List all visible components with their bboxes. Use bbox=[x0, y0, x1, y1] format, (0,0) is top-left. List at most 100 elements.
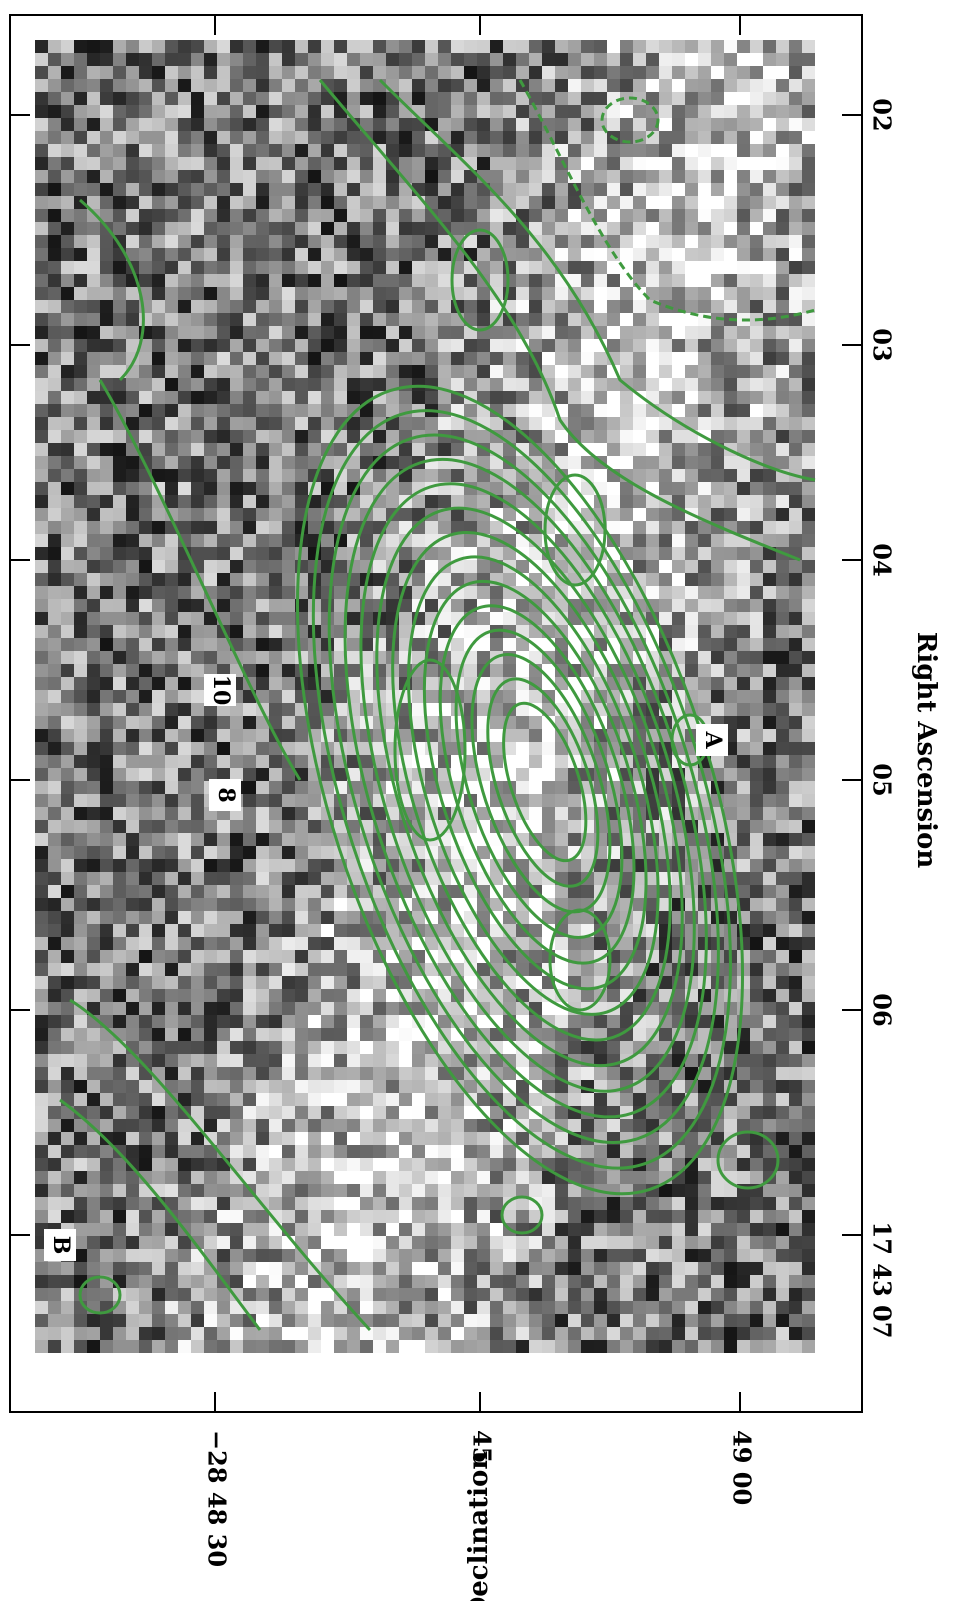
pixel bbox=[295, 872, 308, 885]
pixel bbox=[308, 300, 321, 313]
pixel bbox=[776, 235, 789, 248]
pixel bbox=[113, 326, 126, 339]
pixel bbox=[282, 1054, 295, 1067]
pixel bbox=[295, 40, 308, 53]
pixel bbox=[373, 508, 386, 521]
pixel bbox=[35, 547, 48, 560]
pixel bbox=[399, 157, 412, 170]
pixel bbox=[659, 339, 672, 352]
pixel bbox=[35, 79, 48, 92]
pixel bbox=[360, 196, 373, 209]
pixel bbox=[126, 170, 139, 183]
pixel bbox=[256, 547, 269, 560]
pixel bbox=[737, 1067, 750, 1080]
pixel bbox=[633, 53, 646, 66]
pixel bbox=[282, 339, 295, 352]
pixel bbox=[776, 430, 789, 443]
pixel bbox=[243, 391, 256, 404]
pixel bbox=[126, 820, 139, 833]
pixel bbox=[334, 560, 347, 573]
pixel bbox=[763, 131, 776, 144]
pixel bbox=[542, 859, 555, 872]
pixel bbox=[776, 833, 789, 846]
pixel bbox=[399, 248, 412, 261]
pixel bbox=[100, 170, 113, 183]
pixel bbox=[74, 274, 87, 287]
pixel bbox=[646, 261, 659, 274]
pixel bbox=[282, 118, 295, 131]
pixel bbox=[126, 1015, 139, 1028]
pixel bbox=[230, 391, 243, 404]
pixel bbox=[48, 937, 61, 950]
pixel bbox=[126, 482, 139, 495]
pixel bbox=[74, 729, 87, 742]
pixel bbox=[230, 885, 243, 898]
pixel bbox=[802, 586, 815, 599]
pixel bbox=[321, 1002, 334, 1015]
pixel bbox=[672, 872, 685, 885]
pixel bbox=[724, 612, 737, 625]
pixel bbox=[724, 196, 737, 209]
pixel bbox=[334, 40, 347, 53]
pixel bbox=[503, 66, 516, 79]
pixel bbox=[763, 1002, 776, 1015]
pixel bbox=[35, 625, 48, 638]
pixel bbox=[269, 755, 282, 768]
pixel bbox=[100, 534, 113, 547]
pixel bbox=[542, 313, 555, 326]
pixel bbox=[503, 274, 516, 287]
pixel bbox=[139, 1080, 152, 1093]
pixel bbox=[100, 1106, 113, 1119]
pixel bbox=[711, 547, 724, 560]
pixel bbox=[308, 339, 321, 352]
pixel bbox=[139, 196, 152, 209]
pixel bbox=[256, 287, 269, 300]
pixel bbox=[698, 417, 711, 430]
pixel bbox=[113, 495, 126, 508]
pixel bbox=[451, 183, 464, 196]
pixel bbox=[87, 235, 100, 248]
pixel bbox=[789, 53, 802, 66]
pixel bbox=[451, 222, 464, 235]
pixel bbox=[35, 664, 48, 677]
pixel bbox=[633, 105, 646, 118]
pixel bbox=[711, 287, 724, 300]
pixel bbox=[295, 729, 308, 742]
pixel bbox=[321, 222, 334, 235]
pixel bbox=[295, 911, 308, 924]
pixel bbox=[230, 560, 243, 573]
pixel bbox=[412, 261, 425, 274]
pixel bbox=[360, 443, 373, 456]
pixel bbox=[425, 222, 438, 235]
pixel bbox=[308, 326, 321, 339]
pixel bbox=[750, 196, 763, 209]
pixel bbox=[451, 638, 464, 651]
pixel bbox=[555, 365, 568, 378]
pixel bbox=[620, 157, 633, 170]
pixel bbox=[191, 287, 204, 300]
pixel bbox=[607, 209, 620, 222]
pixel bbox=[165, 378, 178, 391]
pixel bbox=[633, 209, 646, 222]
pixel bbox=[516, 352, 529, 365]
pixel bbox=[178, 1054, 191, 1067]
pixel bbox=[633, 547, 646, 560]
pixel bbox=[789, 729, 802, 742]
pixel bbox=[139, 911, 152, 924]
pixel bbox=[763, 222, 776, 235]
pixel bbox=[503, 365, 516, 378]
pixel bbox=[386, 586, 399, 599]
pixel bbox=[269, 872, 282, 885]
pixel bbox=[204, 976, 217, 989]
pixel bbox=[165, 950, 178, 963]
pixel bbox=[165, 755, 178, 768]
pixel bbox=[347, 1002, 360, 1015]
pixel bbox=[74, 872, 87, 885]
pixel bbox=[776, 807, 789, 820]
pixel bbox=[503, 638, 516, 651]
pixel bbox=[139, 79, 152, 92]
pixel bbox=[217, 586, 230, 599]
pixel bbox=[230, 430, 243, 443]
pixel bbox=[152, 846, 165, 859]
pixel bbox=[139, 690, 152, 703]
